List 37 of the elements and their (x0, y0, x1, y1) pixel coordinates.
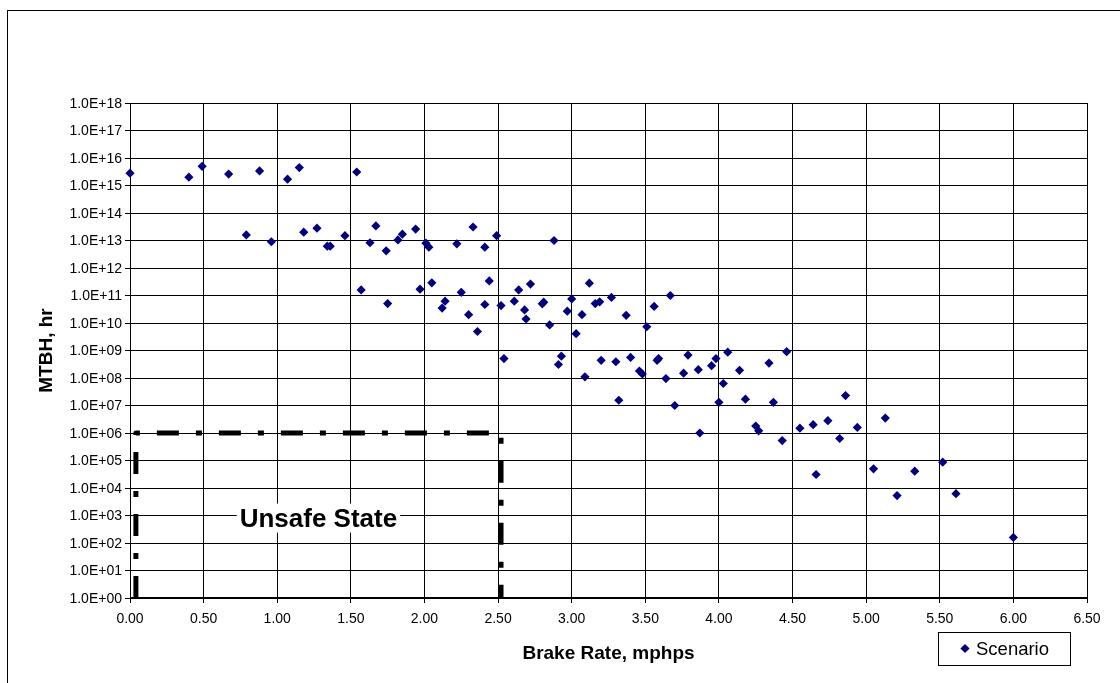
y-axis-title: MTBH, hr (35, 307, 56, 393)
x-tick-label: 5.50 (926, 610, 954, 626)
y-tick-label: 1.0E+09 (69, 342, 123, 359)
x-tick-label: 4.00 (705, 610, 733, 626)
y-tick-label: 1.0E+04 (69, 479, 123, 496)
x-tick-label: 1.00 (263, 610, 292, 626)
y-tick-label: 1.0E+06 (69, 424, 123, 441)
x-tick-label: 5.00 (852, 610, 880, 626)
x-tick-label: 6.50 (1073, 610, 1101, 626)
y-tick-label: 1.0E+08 (69, 369, 123, 386)
x-axis-title: Brake Rate, mphps (522, 642, 695, 663)
x-tick-label: 0.00 (116, 610, 144, 626)
y-tick-label: 1.0E+00 (69, 589, 123, 606)
x-tick-label: 2.00 (410, 610, 439, 626)
y-tick-label: 1.0E+05 (69, 452, 123, 469)
y-tick-label: 1.0E+07 (69, 397, 123, 414)
x-tick-label: 1.50 (337, 610, 365, 626)
y-tick-label: 1.0E+03 (69, 507, 123, 524)
x-tick-label: 2.50 (484, 610, 512, 626)
y-tick-label: 1.0E+18 (69, 94, 123, 111)
y-tick-label: 1.0E+17 (69, 122, 123, 139)
y-tick-label: 1.0E+02 (69, 534, 123, 551)
y-tick-label: 1.0E+11 (70, 287, 123, 304)
y-tick-label: 1.0E+12 (69, 259, 123, 276)
y-tick-label: 1.0E+01 (69, 562, 123, 579)
y-tick-label: 1.0E+14 (69, 204, 123, 221)
y-tick-label: 1.0E+13 (69, 232, 123, 249)
y-tick-label: 1.0E+16 (69, 149, 123, 166)
annotation: Unsafe State (239, 502, 398, 533)
x-tick-label: 0.50 (189, 610, 218, 626)
legend-label: Scenario (976, 637, 1050, 659)
x-tick-label: 4.50 (778, 610, 807, 626)
x-tick-label: 3.00 (558, 610, 586, 626)
y-tick-label: 1.0E+15 (69, 177, 123, 194)
x-tick-label: 6.00 (999, 610, 1028, 626)
x-tick-label: 3.50 (631, 610, 660, 626)
y-tick-label: 1.0E+10 (69, 314, 123, 331)
